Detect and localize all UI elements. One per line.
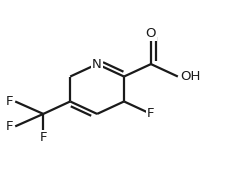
Text: O: O [146,27,156,40]
Text: N: N [92,57,102,71]
Text: F: F [147,107,155,121]
Text: F: F [5,95,13,108]
Text: OH: OH [180,70,201,83]
Text: F: F [40,130,47,144]
Text: F: F [5,120,13,133]
